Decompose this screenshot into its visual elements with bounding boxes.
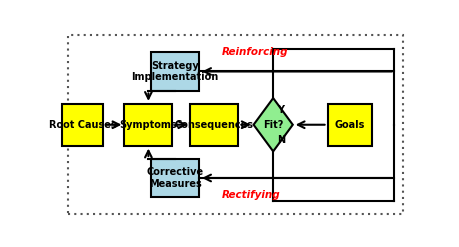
Text: Corrective
Measures: Corrective Measures — [146, 167, 203, 189]
FancyBboxPatch shape — [62, 104, 103, 146]
FancyBboxPatch shape — [151, 52, 199, 90]
Text: Y: Y — [276, 104, 283, 115]
FancyBboxPatch shape — [327, 104, 371, 146]
FancyBboxPatch shape — [124, 104, 172, 146]
Text: Reinforcing: Reinforcing — [221, 47, 287, 58]
Text: Rectifying: Rectifying — [221, 190, 280, 200]
Text: N: N — [276, 135, 284, 145]
Text: Symptoms: Symptoms — [119, 120, 177, 130]
Text: Goals: Goals — [334, 120, 364, 130]
Text: Strategy
Implementation: Strategy Implementation — [131, 61, 218, 82]
Polygon shape — [253, 98, 292, 151]
Text: Consequences: Consequences — [174, 120, 253, 130]
FancyBboxPatch shape — [190, 104, 238, 146]
Text: Root Causes: Root Causes — [49, 120, 116, 130]
FancyBboxPatch shape — [151, 159, 199, 197]
Text: Fit?: Fit? — [263, 120, 283, 130]
